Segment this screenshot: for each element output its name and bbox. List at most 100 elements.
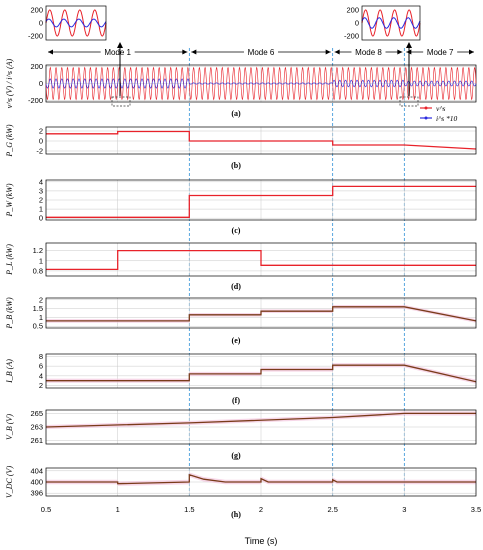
y-tick-label: 2 — [39, 381, 43, 390]
x-tick-label: 2.5 — [327, 505, 337, 514]
x-tick-label: 3.5 — [471, 505, 481, 514]
y-axis-label-h: V_DC (V) — [5, 466, 14, 499]
y-tick-label: 0.5 — [33, 322, 43, 331]
inset-series-line — [45, 9, 107, 37]
inset-series-line — [361, 9, 421, 37]
y-tick-label: 1 — [39, 256, 43, 265]
y-tick-label: -2 — [36, 147, 43, 156]
y-axis-label-f: I_B (A) — [5, 359, 14, 384]
panel-label-c: (c) — [232, 226, 241, 235]
x-tick-label: 3 — [402, 505, 406, 514]
mode-label-4: Mode 7 — [427, 48, 454, 57]
mode-arrowhead — [48, 49, 53, 55]
mode-label-2: Mode 6 — [248, 48, 275, 57]
y-axis-label-g: V_B (V) — [5, 414, 14, 440]
panel-label-f: (f) — [232, 396, 240, 405]
x-tick-label: 0.5 — [41, 505, 51, 514]
legend-label-is: i^s *10 — [436, 114, 458, 123]
mode-arrowhead — [334, 49, 340, 55]
series-line-P_B — [46, 306, 477, 322]
inset-y-tick: 200 — [346, 5, 359, 14]
panel-label-e: (e) — [232, 336, 241, 345]
y-axis-label-d: P_L (kW) — [5, 244, 14, 276]
series-line-P_W — [46, 185, 476, 218]
y-tick-label: 200 — [30, 62, 43, 71]
y-tick-label: 3 — [39, 186, 43, 195]
y-axis-label-b: P_G (kW) — [5, 124, 14, 158]
y-tick-label: 2 — [39, 196, 43, 205]
y-tick-label: 1 — [39, 205, 43, 214]
axes-frame-b — [45, 126, 477, 155]
y-axis-label-c: P_W (kW) — [5, 183, 14, 217]
mode-arrowhead — [397, 49, 403, 55]
zoom-box-1 — [111, 96, 131, 107]
y-tick-label: 8 — [39, 352, 43, 361]
y-tick-label: 1 — [39, 313, 43, 322]
inset-y-tick: 0 — [39, 19, 43, 28]
mode-arrowhead — [325, 49, 331, 55]
series-line-is — [45, 78, 477, 89]
mode-label-bg — [244, 46, 278, 57]
panel-label-a: (a) — [231, 109, 241, 118]
series-line-V_B — [45, 412, 476, 428]
y-tick-label: 6 — [39, 362, 43, 371]
inset-series-line — [45, 18, 107, 28]
inset-arrowhead — [117, 42, 123, 48]
y-tick-label: 4 — [39, 371, 43, 380]
zoom-box-2 — [399, 96, 419, 107]
axes-frame-h — [45, 467, 477, 497]
y-axis-label-e: P_B (kW) — [5, 297, 14, 330]
axes-frame-e — [45, 297, 477, 329]
mode-label-1: Mode 1 — [104, 48, 131, 57]
y-tick-label: 396 — [30, 489, 43, 498]
y-tick-label: 0 — [39, 137, 43, 146]
series-line-I_B — [46, 364, 477, 383]
mode-arrowhead — [469, 49, 474, 55]
y-tick-label: 263 — [30, 423, 43, 432]
legend-marker-is — [424, 116, 428, 120]
y-tick-label: 404 — [30, 466, 43, 475]
axes-frame-g — [45, 409, 477, 445]
mode-label-3: Mode 8 — [355, 48, 382, 57]
mode-label-bg — [423, 46, 458, 57]
axes-frame-c — [45, 179, 477, 221]
y-tick-label: 0 — [39, 79, 43, 88]
mode-label-bg — [100, 46, 135, 57]
y-tick-label: 2 — [39, 295, 43, 304]
x-tick-label: 1 — [116, 505, 120, 514]
y-tick-label: 0 — [39, 214, 43, 223]
y-tick-label: 1.2 — [33, 246, 43, 255]
y-tick-label: 1.5 — [33, 304, 43, 313]
axes-frame-f — [45, 353, 477, 389]
x-tick-label: 1.5 — [184, 505, 194, 514]
panel-label-b: (b) — [231, 161, 241, 170]
inset-arrowhead — [406, 42, 412, 48]
y-tick-label: 2 — [39, 127, 43, 136]
legend-label-vs: v^s — [436, 104, 445, 113]
inset-frame-1 — [45, 5, 107, 41]
inset-frame-2 — [361, 5, 421, 41]
inset-y-tick: -200 — [344, 32, 359, 41]
y-tick-label: 265 — [30, 409, 43, 418]
legend-marker-vs — [424, 106, 428, 110]
series-line-P_G — [46, 130, 477, 150]
inset-y-tick: 0 — [355, 19, 359, 28]
panel-label-h: (h) — [231, 510, 241, 519]
panel-label-g: (g) — [231, 451, 241, 460]
y-tick-label: -200 — [28, 96, 43, 105]
panel-label-d: (d) — [231, 282, 241, 291]
x-tick-label: 2 — [259, 505, 263, 514]
x-axis-label: Time (s) — [245, 536, 278, 546]
y-tick-label: 400 — [30, 478, 43, 487]
y-axis-label-a: v^s (V) / i^s (A) — [5, 58, 14, 108]
mode-arrowhead — [191, 49, 197, 55]
inset-y-tick: 200 — [30, 5, 43, 14]
inset-y-tick: -200 — [28, 32, 43, 41]
y-tick-label: 261 — [30, 436, 43, 445]
y-tick-label: 4 — [39, 177, 43, 186]
axes-frame-d — [45, 242, 477, 277]
mode-label-bg — [351, 46, 386, 57]
mode-arrowhead — [182, 49, 188, 55]
y-tick-label: 0.8 — [33, 266, 43, 275]
